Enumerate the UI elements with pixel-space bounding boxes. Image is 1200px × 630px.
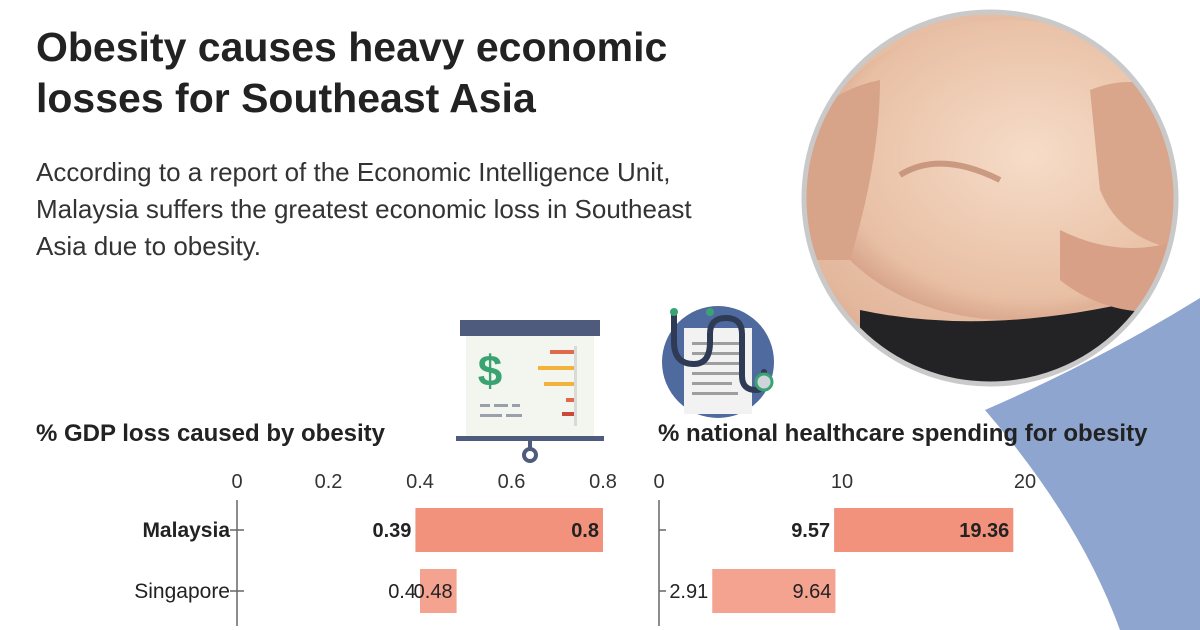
- x-tick-label: 20: [1014, 471, 1036, 493]
- page-title-line-1: Obesity causes heavy economic: [36, 24, 668, 70]
- presentation-board-dollar-icon: $: [456, 320, 604, 463]
- bar-start-label: 9.57: [791, 520, 830, 542]
- x-tick-label: 0.4: [406, 471, 434, 493]
- bar-malaysia: [415, 508, 603, 552]
- bar-start-label: 0.39: [372, 520, 411, 542]
- bar-end-label: 9.64: [792, 581, 831, 603]
- bar-start-label: 2.91: [669, 581, 708, 603]
- bar-end-label: 0.8: [571, 520, 599, 542]
- chart-2-title: % national healthcare spending for obesi…: [658, 420, 1148, 447]
- intro-line-2: Malaysia suffers the greatest economic l…: [36, 194, 692, 224]
- bar-end-label: 19.36: [959, 520, 1009, 542]
- x-tick-label: 0: [653, 471, 664, 493]
- chart-1-title: % GDP loss caused by obesity: [36, 420, 386, 447]
- category-label: Singapore: [134, 580, 230, 603]
- x-tick-label: 0.8: [589, 471, 617, 493]
- x-tick-label: 0.6: [498, 471, 526, 493]
- bar-end-label: 0.48: [414, 581, 453, 603]
- page-title: Obesity causes heavy economic losses for…: [36, 22, 756, 124]
- bar-malaysia: [834, 508, 1014, 552]
- bar-singapore: [712, 569, 836, 613]
- stethoscope-document-icon: [662, 306, 774, 418]
- category-label: Malaysia: [142, 519, 230, 542]
- page-title-line-2: losses for Southeast Asia: [36, 75, 536, 121]
- svg-text:$: $: [478, 347, 502, 396]
- bar-singapore: [420, 569, 457, 613]
- intro-line-1: According to a report of the Economic In…: [36, 157, 671, 187]
- intro-text: According to a report of the Economic In…: [36, 154, 796, 265]
- x-tick-label: 10: [831, 471, 853, 493]
- intro-line-3: Asia due to obesity.: [36, 231, 261, 261]
- bar-start-label: 0.4: [388, 581, 416, 603]
- x-tick-label: 0.2: [315, 471, 343, 493]
- x-tick-label: 0: [231, 471, 242, 493]
